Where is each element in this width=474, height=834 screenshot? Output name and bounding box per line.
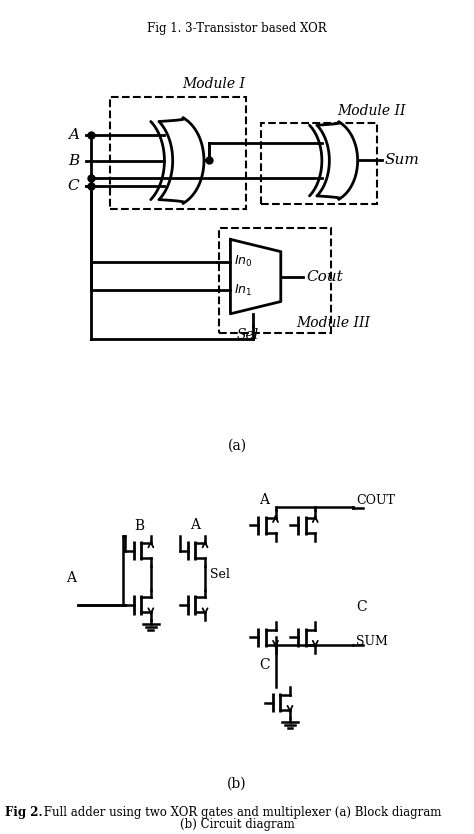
Text: Sel: Sel <box>210 568 230 580</box>
Text: Module III: Module III <box>296 316 370 330</box>
Text: C: C <box>68 178 79 193</box>
Text: $\mathit{In_1}$: $\mathit{In_1}$ <box>234 283 252 298</box>
Text: A: A <box>191 518 201 532</box>
Text: $\mathit{In_0}$: $\mathit{In_0}$ <box>234 254 253 269</box>
Text: (b) Circuit diagram: (b) Circuit diagram <box>180 817 294 831</box>
Text: B: B <box>134 519 145 533</box>
Bar <box>219 228 331 334</box>
Text: Fig 2.: Fig 2. <box>5 806 42 819</box>
Text: Module I: Module I <box>182 78 245 92</box>
Text: A: A <box>68 128 79 143</box>
Text: Sel: Sel <box>237 328 259 342</box>
Text: COUT: COUT <box>356 494 395 507</box>
Text: B: B <box>68 153 79 168</box>
Text: C: C <box>259 658 269 672</box>
Text: Module II: Module II <box>337 104 406 118</box>
Polygon shape <box>230 239 281 314</box>
Text: Fig 1. 3-Transistor based XOR: Fig 1. 3-Transistor based XOR <box>147 22 327 35</box>
Bar <box>110 97 246 208</box>
Text: (b): (b) <box>227 776 247 791</box>
Bar <box>261 123 377 204</box>
Text: Cout: Cout <box>306 269 343 284</box>
Text: Full adder using two XOR gates and multiplexer (a) Block diagram: Full adder using two XOR gates and multi… <box>40 806 442 819</box>
Text: Sum: Sum <box>385 153 419 167</box>
Text: C: C <box>356 600 367 614</box>
Text: A: A <box>66 570 76 585</box>
Text: A: A <box>259 493 269 507</box>
Text: (a): (a) <box>228 439 246 453</box>
Text: SUM: SUM <box>356 635 388 647</box>
